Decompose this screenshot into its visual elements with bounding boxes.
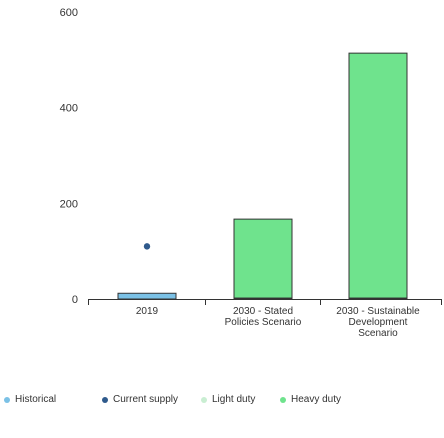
legend: Historical Current supply Light duty Heavy …	[0, 394, 444, 410]
markers	[143, 243, 151, 250]
bar-historical	[117, 292, 177, 300]
legend-dot-icon	[280, 396, 286, 403]
y-axis-ticks: 0 200 400 600	[60, 7, 78, 306]
legend-item[interactable]: Historical	[4, 394, 56, 405]
y-tick-label: 0	[72, 294, 78, 306]
y-tick-label: 400	[60, 103, 78, 115]
legend-label: Heavy duty	[291, 394, 342, 405]
bar-heavy-duty	[348, 52, 408, 299]
legend-item[interactable]: Heavy duty	[280, 394, 341, 405]
y-tick-label: 200	[60, 198, 78, 210]
category-label: 2019	[136, 306, 159, 317]
legend-dot-icon	[102, 396, 108, 403]
bars	[117, 52, 408, 300]
category-label: Scenario	[358, 328, 398, 339]
bar-heavy-duty	[233, 218, 293, 299]
category-label: 2030 - Sustainable	[336, 306, 420, 317]
legend-dot-icon	[4, 396, 10, 403]
category-label: Policies Scenario	[225, 317, 302, 328]
legend-dot-icon	[201, 396, 207, 403]
category-label: Development	[349, 317, 408, 328]
legend-item[interactable]: Light duty	[201, 394, 255, 405]
y-tick-label: 600	[60, 7, 78, 19]
legend-item[interactable]: Current supply	[102, 394, 178, 405]
marker-current-supply	[143, 243, 151, 250]
category-ticks	[88, 299, 442, 305]
legend-label: Current supply	[113, 394, 179, 405]
legend-label: Historical	[15, 394, 57, 405]
category-label: 2030 - Stated	[233, 306, 293, 317]
legend-label: Light duty	[212, 394, 256, 405]
